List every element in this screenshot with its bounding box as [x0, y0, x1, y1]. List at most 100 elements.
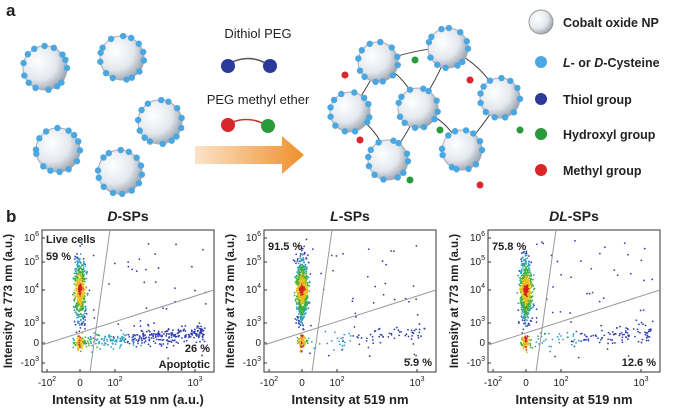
event-dot	[110, 336, 112, 338]
event-dot	[648, 340, 650, 342]
event-dot	[91, 345, 93, 347]
event-dot	[304, 337, 306, 339]
event-dot	[301, 278, 303, 280]
event-dot	[607, 348, 609, 350]
gate-line	[90, 230, 110, 372]
event-dot	[132, 336, 134, 338]
event-dot	[167, 343, 169, 345]
flow-plot: DL-SPsIntensity at 773 nm (a.u.)Intensit…	[449, 208, 660, 407]
event-dot	[522, 267, 524, 269]
event-dot	[144, 334, 146, 336]
event-dot	[368, 248, 370, 250]
event-dot	[394, 337, 396, 339]
event-dot	[624, 242, 626, 244]
flow-plot: L-SPsIntensity at 773 nm (a.u.)Intensity…	[225, 208, 436, 407]
event-dot	[73, 295, 75, 297]
cysteine	[96, 175, 102, 181]
event-dot	[74, 321, 76, 323]
event-dot	[558, 338, 560, 340]
event-dot	[298, 313, 300, 315]
event-dot	[191, 334, 193, 336]
peg-label: PEG methyl ether	[207, 92, 310, 107]
event-dot	[158, 331, 160, 333]
event-dot	[151, 333, 153, 335]
event-dot	[161, 335, 163, 337]
event-dot	[78, 304, 80, 306]
cysteine	[54, 83, 60, 89]
event-dot	[296, 319, 298, 321]
event-dot	[527, 285, 529, 287]
event-dot	[74, 298, 76, 300]
event-dot	[108, 335, 110, 337]
event-dot	[570, 276, 572, 278]
event-dot	[302, 257, 304, 259]
event-dot	[162, 307, 164, 309]
event-dot	[328, 355, 330, 357]
event-dot	[423, 328, 425, 330]
event-dot	[417, 335, 419, 337]
cysteine	[397, 114, 403, 120]
event-dot	[649, 330, 651, 332]
panel-label: b	[6, 207, 16, 226]
event-dot	[116, 339, 118, 341]
event-dot	[83, 262, 85, 264]
event-dot	[162, 343, 164, 345]
event-dot	[337, 337, 339, 339]
event-dot	[308, 338, 310, 340]
event-dot	[521, 264, 523, 266]
event-dot	[528, 291, 530, 293]
event-dot	[529, 303, 531, 305]
event-dot	[142, 330, 144, 332]
event-dot	[190, 332, 192, 334]
event-dot	[148, 340, 150, 342]
event-dot	[625, 330, 627, 332]
event-dot	[543, 340, 545, 342]
event-dot	[309, 352, 311, 354]
cysteine	[31, 46, 37, 52]
cysteine	[56, 169, 62, 175]
event-dot	[81, 295, 83, 297]
event-dot	[533, 303, 535, 305]
event-dot	[183, 340, 185, 342]
event-dot	[141, 340, 143, 342]
event-dot	[527, 317, 529, 319]
event-dot	[166, 308, 168, 310]
event-dot	[79, 316, 81, 318]
event-dot	[599, 342, 601, 344]
cysteine	[398, 94, 404, 100]
event-dot	[202, 249, 204, 251]
event-dot	[525, 269, 527, 271]
event-dot	[82, 286, 84, 288]
event-dot	[73, 272, 75, 274]
y-tick-label: 0	[479, 338, 485, 349]
event-dot	[652, 321, 654, 323]
tick-base: 0	[523, 378, 529, 389]
tick-exp: 6	[481, 231, 485, 238]
x-tick-label: 102	[329, 376, 344, 389]
event-dot	[202, 336, 204, 338]
event-dot	[528, 267, 530, 269]
event-dot	[298, 320, 300, 322]
event-dot	[529, 306, 531, 308]
event-dot	[307, 284, 309, 286]
tick-exp: 3	[481, 316, 485, 323]
event-dot	[320, 273, 322, 275]
event-dot	[525, 285, 527, 287]
event-dot	[326, 342, 328, 344]
event-dot	[190, 336, 192, 338]
tick-base: 10	[24, 233, 36, 244]
event-dot	[200, 326, 202, 328]
arrow	[195, 136, 304, 174]
event-dot	[637, 328, 639, 330]
event-dot	[135, 339, 137, 341]
event-dot	[627, 332, 629, 334]
peg-molecule	[221, 118, 275, 133]
y-tick-label: 104	[246, 283, 261, 296]
cysteine	[377, 39, 383, 45]
x-tick-label: 0	[299, 378, 305, 389]
cysteine	[351, 89, 357, 95]
plot-title: DL-SPs	[549, 208, 599, 224]
event-dot	[103, 340, 105, 342]
event-dot	[76, 288, 78, 290]
event-dot	[148, 325, 150, 327]
